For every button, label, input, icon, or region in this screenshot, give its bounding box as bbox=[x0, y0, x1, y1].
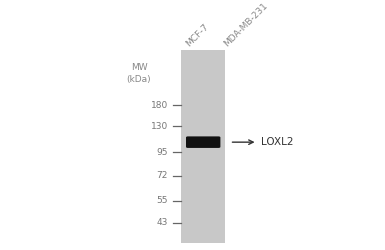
Text: MCF-7: MCF-7 bbox=[184, 22, 211, 49]
FancyBboxPatch shape bbox=[186, 136, 220, 148]
Text: 130: 130 bbox=[151, 122, 168, 131]
Text: 95: 95 bbox=[157, 148, 168, 156]
Text: 43: 43 bbox=[157, 218, 168, 227]
Text: MDA-MB-231: MDA-MB-231 bbox=[223, 1, 270, 49]
Text: 180: 180 bbox=[151, 101, 168, 110]
Text: MW
(kDa): MW (kDa) bbox=[127, 64, 151, 84]
Text: LOXL2: LOXL2 bbox=[261, 137, 293, 147]
Text: 55: 55 bbox=[157, 196, 168, 205]
Text: 72: 72 bbox=[157, 172, 168, 180]
Bar bbox=[181, 50, 225, 243]
